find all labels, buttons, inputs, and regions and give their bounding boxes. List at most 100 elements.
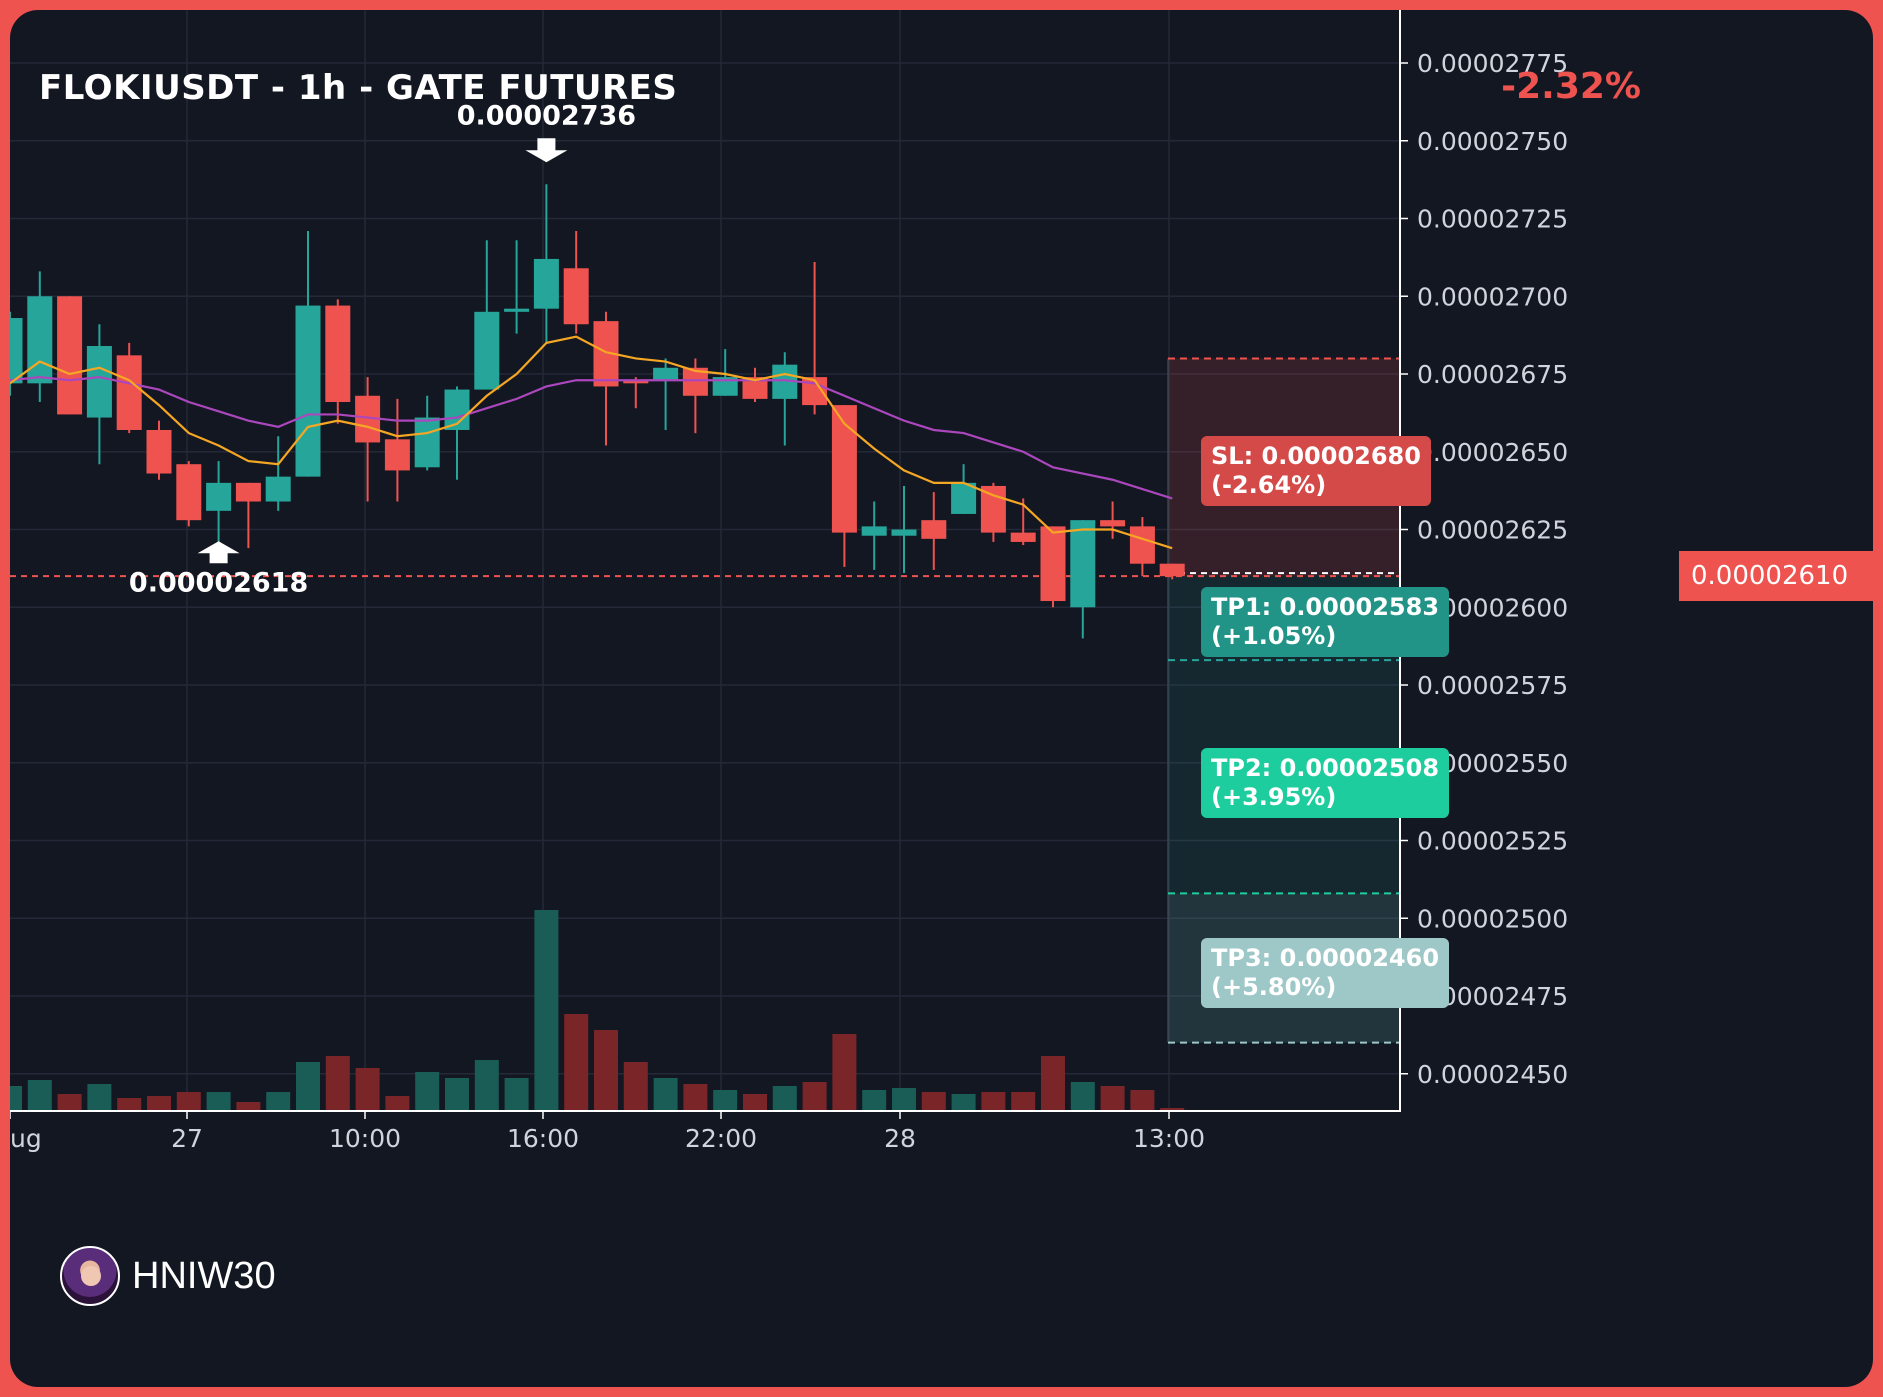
candle-body <box>563 268 589 325</box>
volume-bar <box>1100 1086 1125 1110</box>
volume-bar <box>266 1092 291 1110</box>
candle-body <box>86 346 112 418</box>
tp1-pct-text: (+1.05%) <box>1211 622 1337 651</box>
volume-bar <box>325 1056 350 1110</box>
avatar <box>60 1246 120 1306</box>
low-label: 0.00002618 <box>129 567 308 598</box>
candle-body <box>414 417 440 468</box>
volume-bar <box>206 1092 231 1110</box>
candle-body <box>831 405 857 533</box>
ma-slow-line <box>10 375 1173 500</box>
volume-bar <box>57 1094 82 1110</box>
volume-bar <box>892 1088 916 1110</box>
x-tick-label: 22:00 <box>685 1124 757 1153</box>
candle-body <box>712 377 738 396</box>
candle-body <box>27 296 53 384</box>
y-tick-label: 0.00002525 <box>1417 827 1568 856</box>
tp1-price-text: TP1: 0.00002583 <box>1211 593 1440 622</box>
volume-bar <box>921 1092 946 1110</box>
volume-bar <box>981 1092 1006 1110</box>
ma-fast-line <box>10 335 1173 550</box>
volume-bar <box>802 1082 827 1110</box>
candle-body <box>474 311 500 390</box>
candle-body <box>861 526 887 536</box>
x-tick-label: 27 <box>171 1124 203 1153</box>
volume-bar <box>445 1078 469 1110</box>
sl-price-text: SL: 0.00002680 <box>1211 442 1421 471</box>
watermark-text: HNIW30 <box>132 1254 276 1297</box>
volume-bar <box>1011 1092 1036 1110</box>
volume-bar <box>147 1096 171 1110</box>
y-tick-label: 0.00002575 <box>1417 671 1568 700</box>
tp3-label: TP3: 0.00002460 (+5.80%) <box>1201 938 1450 1009</box>
volume-bar <box>296 1062 320 1110</box>
high-arrow-icon <box>525 138 568 163</box>
volume-bar <box>87 1084 112 1110</box>
high-label: 0.00002736 <box>457 100 636 131</box>
volume-bar <box>1130 1090 1155 1110</box>
y-tick-label: 0.00002700 <box>1417 282 1568 311</box>
chart-title: FLOKIUSDT - 1h - GATE FUTURES <box>39 68 678 108</box>
candle-body <box>265 476 291 502</box>
volume-bar <box>951 1094 976 1110</box>
x-tick-label: 16:00 <box>507 1124 579 1153</box>
y-tick-label: 0.00002500 <box>1417 904 1568 933</box>
volume-bar <box>564 1014 589 1110</box>
candle-body <box>921 520 947 539</box>
volume-bar <box>653 1078 678 1110</box>
candle-body <box>146 429 172 474</box>
price-chart[interactable]: 0.00002736 0.00002618 0.00002775 0.00002750… <box>10 10 1873 1387</box>
volume-bar <box>1070 1082 1095 1110</box>
candle-body <box>623 380 649 384</box>
volume-bar <box>117 1098 142 1110</box>
volume-bar <box>236 1102 261 1110</box>
candle-body <box>235 482 261 502</box>
tp3-price-text: TP3: 0.00002460 <box>1211 944 1440 973</box>
candle-body <box>980 485 1006 533</box>
watermark: HNIW30 <box>60 1246 276 1306</box>
candle-body <box>891 529 917 536</box>
candle-body <box>504 308 530 312</box>
volume-bar <box>415 1072 440 1110</box>
candle-body <box>1070 520 1096 608</box>
volume-bar <box>713 1090 738 1110</box>
volume-bar <box>1041 1056 1065 1110</box>
y-tick-label: 0.00002650 <box>1417 438 1568 467</box>
volume-bar <box>683 1084 708 1110</box>
candle-body <box>1100 520 1126 527</box>
x-tick-label: 13:00 <box>1133 1124 1205 1153</box>
candle-body <box>116 355 142 430</box>
volume-bar <box>385 1096 410 1110</box>
candle-body <box>325 305 351 402</box>
candle-body <box>951 482 977 514</box>
candle-body <box>742 377 768 399</box>
x-tick-label: 10:00 <box>329 1124 401 1153</box>
x-tick-label: ug <box>10 1124 42 1153</box>
y-tick-label: 0.00002750 <box>1417 127 1568 156</box>
tp2-label: TP2: 0.00002508 (+3.95%) <box>1201 748 1450 819</box>
candle-body <box>533 258 559 309</box>
volume-bar <box>355 1068 380 1110</box>
candle-body <box>1159 563 1185 577</box>
candle-body <box>176 464 202 521</box>
tp2-price-text: TP2: 0.00002508 <box>1211 754 1440 783</box>
volume-bar <box>772 1086 797 1110</box>
y-tick-label: 0.00002775 <box>1417 49 1568 78</box>
candle-body <box>653 367 679 381</box>
tp1-label: TP1: 0.00002583 (+1.05%) <box>1201 587 1450 658</box>
volume-bar <box>10 1086 22 1110</box>
volume-bar <box>832 1034 857 1110</box>
candle-body <box>1129 526 1155 564</box>
current-price-tag: 0.00002610 <box>1679 551 1873 602</box>
volume-bar <box>862 1090 887 1110</box>
sl-label: SL: 0.00002680 (-2.64%) <box>1201 436 1431 507</box>
y-tick-label: 0.00002625 <box>1417 516 1568 545</box>
candle-body <box>384 439 410 471</box>
tp3-pct-text: (+5.80%) <box>1211 973 1337 1002</box>
candle-body <box>57 296 83 415</box>
sl-pct-text: (-2.64%) <box>1211 471 1327 500</box>
candle-body <box>206 482 232 511</box>
volume-bar <box>504 1078 529 1110</box>
volume-bar <box>594 1030 618 1110</box>
volume-bar <box>534 910 559 1110</box>
